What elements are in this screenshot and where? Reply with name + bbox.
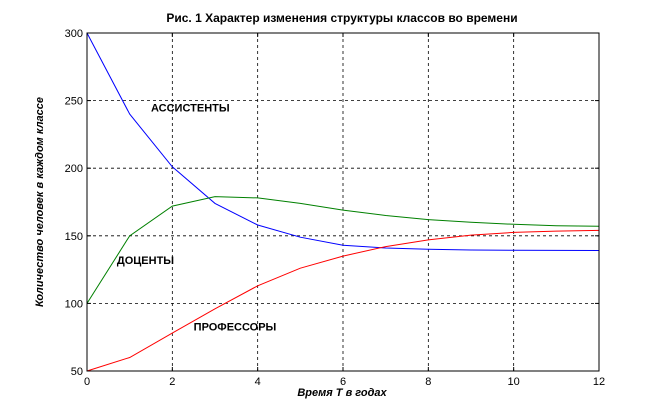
y-tick-label: 100 (65, 298, 83, 310)
series-label: ДОЦЕНТЫ (117, 255, 174, 267)
y-axis-label: Количество человек в каждом классе (34, 97, 46, 307)
x-tick-label: 0 (84, 376, 90, 388)
grid-layer (87, 33, 599, 371)
series-label-layer: АССИСТЕНТЫ ДОЦЕНТЫ ПРОФЕССОРЫ (117, 102, 277, 333)
chart-title: Рис. 1 Характер изменения структуры клас… (166, 11, 517, 25)
x-tick-label: 8 (425, 376, 431, 388)
series-line (86, 32, 600, 251)
y-tick-label: 250 (65, 96, 83, 108)
series-label: ПРОФЕССОРЫ (194, 321, 277, 333)
x-tick-label: 6 (340, 376, 346, 388)
x-tick-label: 12 (593, 376, 605, 388)
y-tick-label: 200 (65, 163, 83, 175)
x-axis-label: Время T в годах (297, 387, 387, 399)
tick-layer: 0 2 4 6 8 10 12 50 100 150 200 250 300 (65, 28, 605, 388)
series-line (86, 196, 600, 304)
series-layer (86, 32, 600, 372)
y-tick-label: 300 (65, 28, 83, 40)
series-label: АССИСТЕНТЫ (151, 102, 230, 114)
y-tick-label: 150 (65, 231, 83, 243)
series-line (86, 229, 600, 372)
y-tick-label: 50 (71, 366, 83, 378)
x-tick-label: 2 (169, 376, 175, 388)
x-tick-label: 4 (255, 376, 261, 388)
x-tick-label: 10 (508, 376, 520, 388)
